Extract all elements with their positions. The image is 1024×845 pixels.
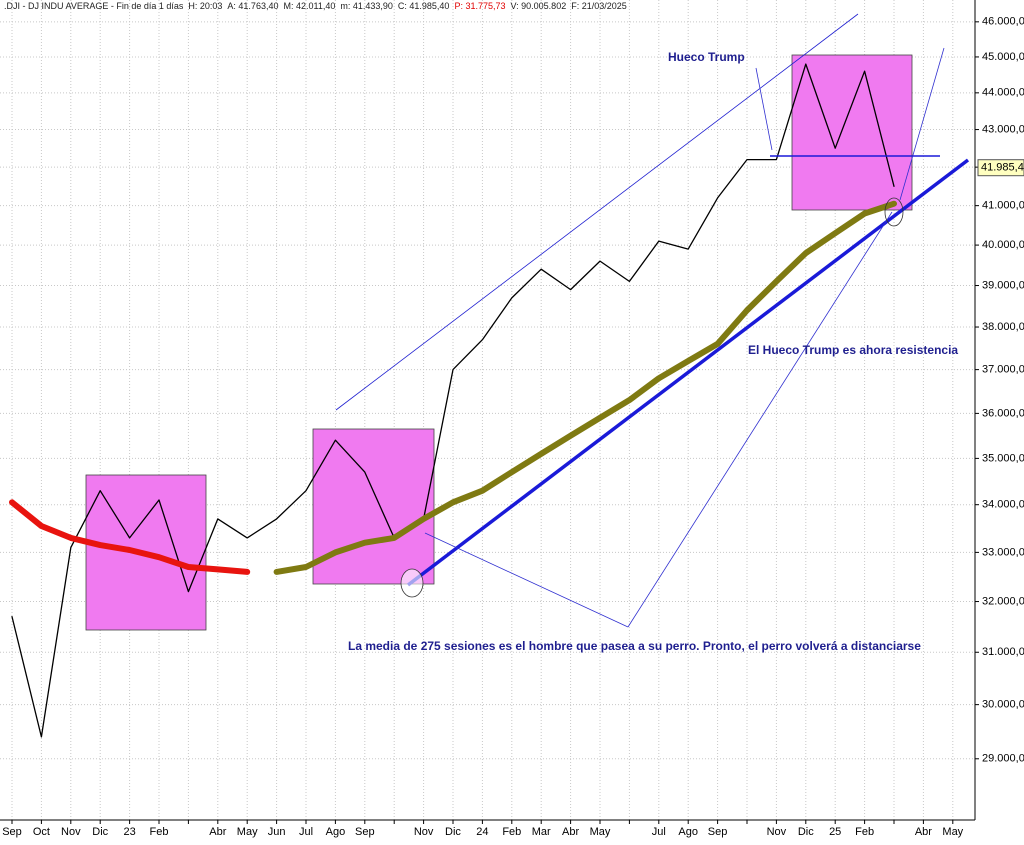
y-tick-label: 32.000,00: [982, 595, 1024, 607]
y-tick-label: 45.000,00: [982, 51, 1024, 63]
x-tick-label: May: [590, 826, 611, 838]
x-tick-label: May: [942, 826, 963, 838]
header-title: .DJI - DJ INDU AVERAGE - Fin de día 1 dí…: [4, 1, 184, 11]
y-tick-label: 44.000,00: [982, 87, 1024, 99]
y-tick-label: 30.000,00: [982, 699, 1024, 711]
y-tick-label: 34.000,00: [982, 499, 1024, 511]
y-tick-label: 35.000,00: [982, 452, 1024, 464]
x-tick-label: Nov: [61, 826, 81, 838]
y-tick-label: 41.000,00: [982, 200, 1024, 212]
y-tick-label: 39.000,00: [982, 279, 1024, 291]
x-tick-label: Mar: [532, 826, 551, 838]
x-tick-label: Nov: [414, 826, 434, 838]
circle-marker: [884, 197, 904, 227]
highlight-box: [312, 428, 435, 585]
x-tick-label: Feb: [855, 826, 874, 838]
header-field: C: 41.985,40: [398, 1, 450, 11]
x-tick-label: May: [237, 826, 258, 838]
x-tick-label: Jul: [652, 826, 666, 838]
price-line: [11, 63, 895, 738]
y-tick-label: 31.000,00: [982, 646, 1024, 658]
annotation: El Hueco Trump es ahora resistencia: [748, 343, 958, 357]
x-tick-label: 24: [476, 826, 488, 838]
x-tick-label: Sep: [708, 826, 728, 838]
y-tick-label: 40.000,00: [982, 239, 1024, 251]
moving-average: [9, 499, 251, 575]
header-field: P: 31.775,73: [454, 1, 505, 11]
x-tick-label: Sep: [355, 826, 375, 838]
header-field: F: 21/03/2025: [571, 1, 627, 11]
x-tick-label: Dic: [445, 826, 461, 838]
x-tick-label: Dic: [798, 826, 814, 838]
x-tick-label: Ago: [326, 826, 346, 838]
y-tick-label: 46.000,00: [982, 16, 1024, 28]
header-field: M: 42.011,40: [283, 1, 335, 11]
header: .DJI - DJ INDU AVERAGE - Fin de día 1 dí…: [4, 1, 627, 11]
labels: 29.000,00 30.000,00 31.000,00 32.000,00 33.0…: [2, 16, 1024, 838]
last-price-label: 41.985,4: [981, 162, 1024, 174]
x-tick-label: 25: [829, 826, 841, 838]
annotation: La media de 275 sesiones es el hombre qu…: [348, 639, 921, 653]
x-tick-label: 23: [123, 826, 135, 838]
x-tick-label: Nov: [767, 826, 787, 838]
annotation: Hueco Trump: [668, 50, 745, 64]
x-tick-label: Jun: [268, 826, 286, 838]
x-tick-label: Abr: [915, 826, 932, 838]
header-field: m: 41.433,90: [340, 1, 393, 11]
moving-average: [273, 200, 897, 575]
x-tick-label: Oct: [33, 826, 50, 838]
x-tick-label: Abr: [562, 826, 579, 838]
x-tick-label: Ago: [678, 826, 698, 838]
arrow: [899, 47, 945, 201]
last-price-box: [977, 159, 1024, 177]
x-tick-label: Abr: [209, 826, 226, 838]
header-field: A: 41.763,40: [227, 1, 278, 11]
x-tick-label: Sep: [2, 826, 22, 838]
header-field: V: 90.005.802: [510, 1, 566, 11]
x-tick-label: Jul: [299, 826, 313, 838]
circle-marker: [400, 568, 424, 598]
y-tick-label: 43.000,00: [982, 123, 1024, 135]
arrow: [755, 67, 773, 151]
y-tick-label: 29.000,00: [982, 753, 1024, 765]
trend-line: [406, 158, 970, 587]
header-field: H: 20:03: [188, 1, 222, 11]
y-tick-label: 36.000,00: [982, 407, 1024, 419]
arrow: [627, 211, 893, 628]
y-tick-label: 38.000,00: [982, 321, 1024, 333]
x-tick-label: Dic: [92, 826, 108, 838]
x-tick-label: Feb: [150, 826, 169, 838]
plot: [9, 63, 897, 738]
y-tick-label: 33.000,00: [982, 546, 1024, 558]
channel-line: [335, 13, 859, 411]
arrow: [424, 532, 629, 628]
y-tick-label: 37.000,00: [982, 364, 1024, 376]
x-tick-label: Feb: [502, 826, 521, 838]
